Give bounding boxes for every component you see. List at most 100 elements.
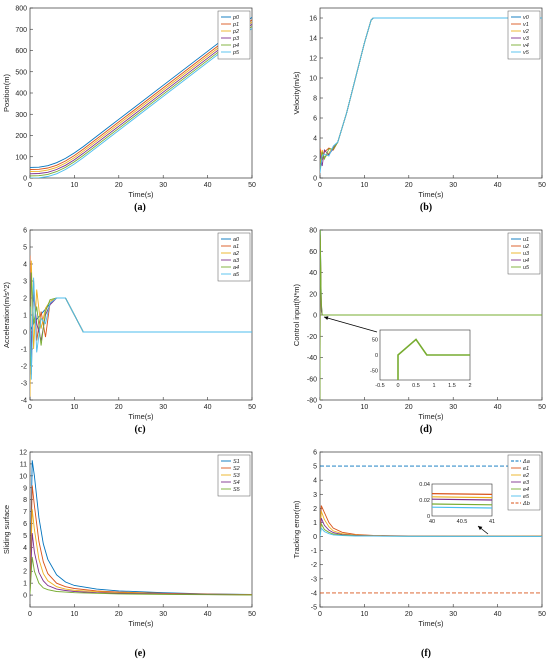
y-tick-label: -4: [311, 590, 317, 597]
inset-series-group: [432, 493, 492, 509]
y-axis-label: Acceleration(m/s^2): [2, 281, 11, 348]
series-group: [320, 17, 542, 174]
figure-caption: (c): [134, 424, 145, 435]
y-tick-label: 9: [23, 485, 27, 492]
series-line-S1: [30, 460, 252, 595]
y-axis-label: Control input(N*m): [292, 283, 301, 346]
y-tick-label: 10: [19, 473, 27, 480]
x-tick-label: 20: [115, 404, 123, 411]
y-tick-label: 8: [23, 497, 27, 504]
inset-x-tick-label: 41: [489, 519, 495, 525]
legend-label: v4: [523, 43, 529, 49]
legend-label: a3: [233, 258, 240, 264]
x-tick-label: 30: [159, 611, 167, 618]
x-tick-label: 40: [494, 404, 502, 411]
y-tick-label: 0: [313, 313, 317, 320]
x-tick-label: 40: [204, 182, 212, 189]
series-line-p4: [30, 25, 252, 177]
y-axis-label: Sliding surface: [2, 505, 11, 554]
y-tick-label: 1: [23, 581, 27, 588]
inset-y-tick-label: 0: [375, 353, 378, 359]
inset-y-tick-label: -50: [370, 369, 378, 375]
chart-c: 0 10 20 30 40 50 -4 -3 -2 -1 0 1 2 3 4 5 6 Time(s) Acceler…: [2, 228, 256, 436]
x-tick-label: 20: [115, 182, 123, 189]
y-tick-label: 6: [23, 228, 27, 235]
y-tick-label: 2: [23, 569, 27, 576]
pointer-arrow-head: [324, 316, 329, 320]
legend-label: a4: [233, 265, 239, 271]
y-tick-label: 200: [15, 133, 27, 140]
legend-box: [507, 10, 541, 60]
legend-label: u5: [523, 265, 530, 271]
x-axis-label: Time(s): [128, 412, 154, 421]
inset-x-tick-label: -0.5: [375, 383, 384, 389]
x-tick-label: 0: [318, 182, 322, 189]
y-tick-label: 0: [23, 176, 27, 183]
legend-label: Δa: [522, 459, 530, 465]
x-tick-label: 0: [318, 611, 322, 618]
inset-x-tick-label: 1: [432, 383, 435, 389]
inset-y-tick-label: 0: [427, 514, 430, 520]
chart-d: 0 10 20 30 40 50-80-60-40-20020406080Time(s)C…: [292, 228, 546, 436]
x-tick-label: 10: [71, 611, 79, 618]
y-tick-label: -3: [21, 381, 27, 388]
y-tick-label: 1: [23, 313, 27, 320]
inset-series-line-e3: [432, 498, 492, 501]
legend-label: v0: [523, 15, 530, 21]
legend-label: Δb: [522, 501, 530, 507]
x-tick-label: 30: [159, 404, 167, 411]
y-tick-label: 12: [309, 56, 317, 63]
inset-plot: -0.5 0 0.5 1 1.5 2 -50 0 50: [323, 316, 472, 389]
x-tick-label: 40: [204, 404, 212, 411]
inset-series-group: [397, 338, 470, 380]
y-tick-label: 4: [313, 136, 317, 143]
y-tick-label: 11: [20, 461, 27, 468]
y-tick-label: 20: [309, 291, 317, 298]
legend-label: p2: [232, 29, 239, 35]
y-tick-label: 700: [15, 27, 27, 34]
y-tick-label: 40: [309, 270, 317, 277]
chart-a: 0 10 20 30 40 500100200300400500600700800Time…: [2, 6, 256, 214]
x-tick-label: 40: [494, 182, 502, 189]
y-tick-label: 5: [313, 464, 317, 471]
x-tick-label: 40: [494, 611, 502, 618]
x-tick-label: 10: [71, 404, 79, 411]
x-tick-label: 0: [28, 182, 32, 189]
y-tick-label: 16: [309, 16, 317, 23]
legend-label: u2: [523, 244, 529, 250]
x-tick-label: 50: [248, 404, 256, 411]
legend-label: u1: [523, 237, 529, 243]
y-tick-label: 5: [23, 533, 27, 540]
y-tick-label: -40: [307, 355, 317, 362]
y-tick-label: 80: [309, 228, 317, 235]
y-tick-label: 60: [309, 249, 317, 256]
legend-label: S5: [233, 487, 241, 493]
y-tick-label: -80: [307, 398, 317, 405]
series-line-p2: [30, 21, 252, 173]
y-tick-label: 4: [23, 545, 27, 552]
series-group: [30, 460, 252, 596]
pointer-arrow-line: [323, 316, 378, 333]
series-group: [320, 230, 542, 400]
x-axis-label: Time(s): [128, 619, 154, 628]
x-tick-label: 50: [538, 182, 546, 189]
legend-label: S2: [233, 466, 240, 472]
legend-label: p0: [232, 15, 240, 21]
inset-series-line-e4: [432, 503, 492, 506]
y-axis-label: Position(m): [2, 74, 11, 112]
y-tick-label: -1: [21, 347, 27, 354]
legend-label: v3: [523, 36, 530, 42]
x-axis-label: Time(s): [418, 412, 444, 421]
legend-label: a5: [233, 272, 240, 278]
x-tick-label: 30: [449, 611, 457, 618]
legend-label: a2: [233, 251, 239, 257]
y-tick-label: -2: [21, 364, 27, 371]
inset-x-tick-label: 40.5: [457, 519, 468, 525]
chart-b: 0 10 20 30 40 50 0 2 4 6 8 10 12 14 16 Time(s) Velocity(…: [292, 7, 546, 213]
y-tick-label: 0: [313, 534, 317, 541]
legend-box: [217, 232, 251, 282]
y-tick-label: 5: [23, 245, 27, 252]
x-tick-label: 40: [204, 611, 212, 618]
